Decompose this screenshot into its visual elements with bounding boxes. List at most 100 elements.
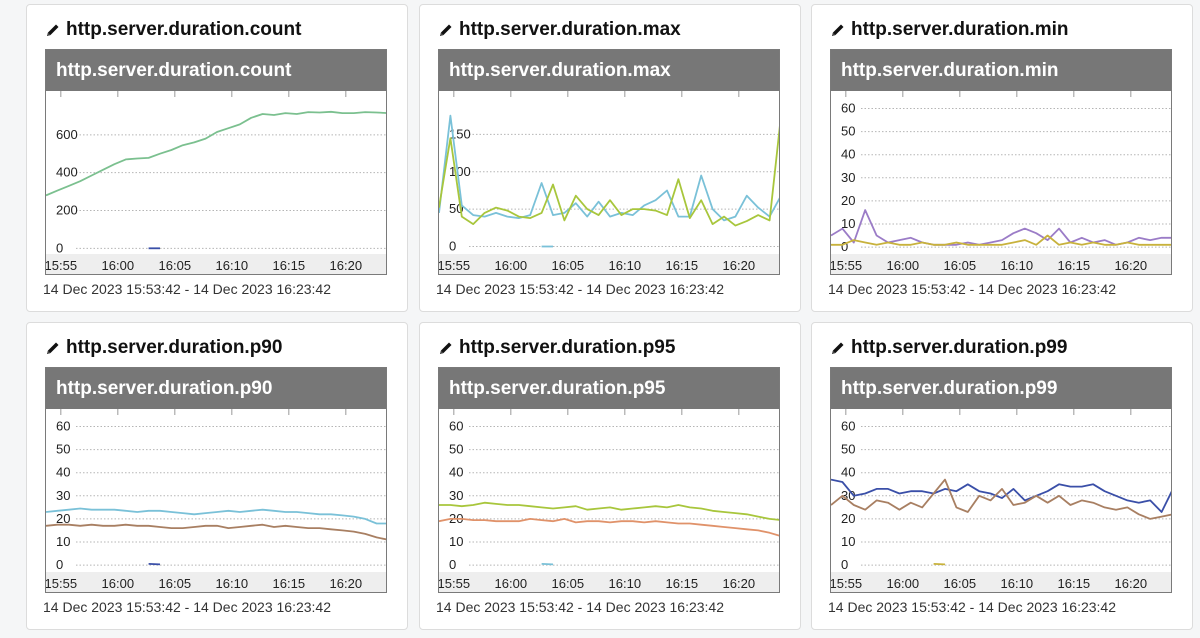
x-tick-label: 16:05 [944, 576, 977, 591]
panel-p99: http.server.duration.p99 http.server.dur… [811, 322, 1193, 630]
time-range: 14 Dec 2023 15:53:42 - 14 Dec 2023 16:23… [828, 599, 1116, 615]
x-tick-label: 15:55 [831, 258, 862, 273]
y-tick-label: 150 [449, 126, 471, 141]
x-tick-label: 16:20 [723, 576, 756, 591]
chart-title: http.server.duration.p99 [831, 368, 1171, 409]
panel-title-text[interactable]: http.server.duration.count [66, 19, 302, 40]
chart-area: http.server.duration.p90 0 10 20 30 40 50 60 15:… [45, 367, 387, 593]
x-tick-label: 15:55 [831, 576, 862, 591]
series-line [439, 518, 779, 537]
chart-area: http.server.duration.p95 0 10 20 30 40 50 60 15:… [438, 367, 780, 593]
y-tick-label: 0 [56, 240, 63, 255]
panel-title: http.server.duration.count [45, 19, 301, 41]
x-tick-label: 15:55 [439, 258, 470, 273]
y-tick-label: 30 [56, 488, 70, 503]
pencil-icon[interactable] [830, 22, 846, 38]
x-tick-label: 16:00 [102, 576, 135, 591]
x-tick-label: 16:20 [330, 258, 363, 273]
y-tick-label: 50 [841, 124, 855, 139]
series-line [933, 563, 946, 566]
line-chart[interactable]: 0 200 400 600 15:55 16:00 16:05 16:10 16:15 16:20 [46, 91, 387, 275]
x-tick-label: 16:05 [552, 576, 585, 591]
time-range: 14 Dec 2023 15:53:42 - 14 Dec 2023 16:23… [43, 281, 331, 297]
series-line [439, 114, 779, 222]
y-tick-label: 0 [841, 557, 848, 572]
y-tick-label: 50 [56, 442, 70, 457]
time-range: 14 Dec 2023 15:53:42 - 14 Dec 2023 16:23… [436, 281, 724, 297]
y-tick-label: 10 [841, 216, 855, 231]
series-line [831, 478, 1171, 513]
x-tick-label: 16:20 [1115, 576, 1148, 591]
panel-title: http.server.duration.p90 [45, 337, 282, 359]
series-line [439, 125, 779, 227]
series-line [46, 110, 386, 197]
x-tick-label: 16:00 [887, 258, 920, 273]
y-tick-label: 40 [841, 147, 855, 162]
series-line [831, 478, 1171, 520]
pencil-icon[interactable] [438, 340, 454, 356]
panel-title-text[interactable]: http.server.duration.p95 [459, 337, 676, 358]
x-tick-label: 16:15 [666, 576, 699, 591]
y-tick-label: 100 [449, 164, 471, 179]
x-axis-band [831, 572, 1171, 592]
y-tick-label: 40 [56, 465, 70, 480]
x-tick-label: 16:00 [495, 258, 528, 273]
x-tick-label: 16:10 [609, 576, 642, 591]
x-tick-label: 16:10 [1001, 258, 1034, 273]
panel-p95: http.server.duration.p95 http.server.dur… [419, 322, 801, 630]
x-tick-label: 16:05 [944, 258, 977, 273]
y-tick-label: 200 [56, 202, 78, 217]
panel-p90: http.server.duration.p90 http.server.dur… [26, 322, 408, 630]
chart-title: http.server.duration.p90 [46, 368, 386, 409]
x-tick-label: 16:15 [273, 258, 306, 273]
pencil-icon[interactable] [45, 22, 61, 38]
time-range: 14 Dec 2023 15:53:42 - 14 Dec 2023 16:23… [436, 599, 724, 615]
y-tick-label: 10 [56, 534, 70, 549]
x-tick-label: 15:55 [439, 576, 470, 591]
time-range: 14 Dec 2023 15:53:42 - 14 Dec 2023 16:23… [828, 281, 1116, 297]
x-tick-label: 16:15 [666, 258, 699, 273]
x-tick-label: 16:00 [887, 576, 920, 591]
y-tick-label: 50 [841, 442, 855, 457]
chart-title: http.server.duration.min [831, 50, 1171, 91]
panel-title-text[interactable]: http.server.duration.p99 [851, 337, 1068, 358]
y-tick-label: 20 [841, 193, 855, 208]
x-tick-label: 16:15 [273, 576, 306, 591]
series-line [831, 209, 1171, 246]
x-tick-label: 16:20 [723, 258, 756, 273]
chart-area: http.server.duration.count 0 200 400 600 15:5… [45, 49, 387, 275]
panel-title-text[interactable]: http.server.duration.min [851, 19, 1069, 40]
x-tick-label: 16:05 [159, 576, 192, 591]
y-tick-label: 40 [449, 465, 463, 480]
panel-title: http.server.duration.min [830, 19, 1068, 41]
x-tick-label: 16:10 [216, 258, 249, 273]
panel-title-text[interactable]: http.server.duration.max [459, 19, 681, 40]
pencil-icon[interactable] [45, 340, 61, 356]
pencil-icon[interactable] [830, 340, 846, 356]
x-axis-band [46, 572, 386, 592]
panel-title: http.server.duration.p99 [830, 337, 1067, 359]
y-tick-label: 30 [841, 170, 855, 185]
pencil-icon[interactable] [438, 22, 454, 38]
chart-area: http.server.duration.p99 0 10 20 30 40 50 60 15:… [830, 367, 1172, 593]
chart-area: http.server.duration.min 0 10 20 30 40 50 60 15:… [830, 49, 1172, 275]
x-tick-label: 16:05 [159, 258, 192, 273]
x-axis-band [439, 572, 779, 592]
x-tick-label: 16:20 [1115, 258, 1148, 273]
x-axis-band [46, 254, 386, 274]
panel-title-text[interactable]: http.server.duration.p90 [66, 337, 283, 358]
series-line [46, 507, 386, 525]
y-tick-label: 10 [449, 534, 463, 549]
y-tick-label: 0 [56, 557, 63, 572]
panel-count: http.server.duration.count http.server.d… [26, 4, 408, 312]
x-tick-label: 16:00 [495, 576, 528, 591]
x-tick-label: 16:20 [330, 576, 363, 591]
x-tick-label: 16:05 [552, 258, 585, 273]
x-axis-band [439, 254, 779, 274]
panel-max: http.server.duration.max http.server.dur… [419, 4, 801, 312]
